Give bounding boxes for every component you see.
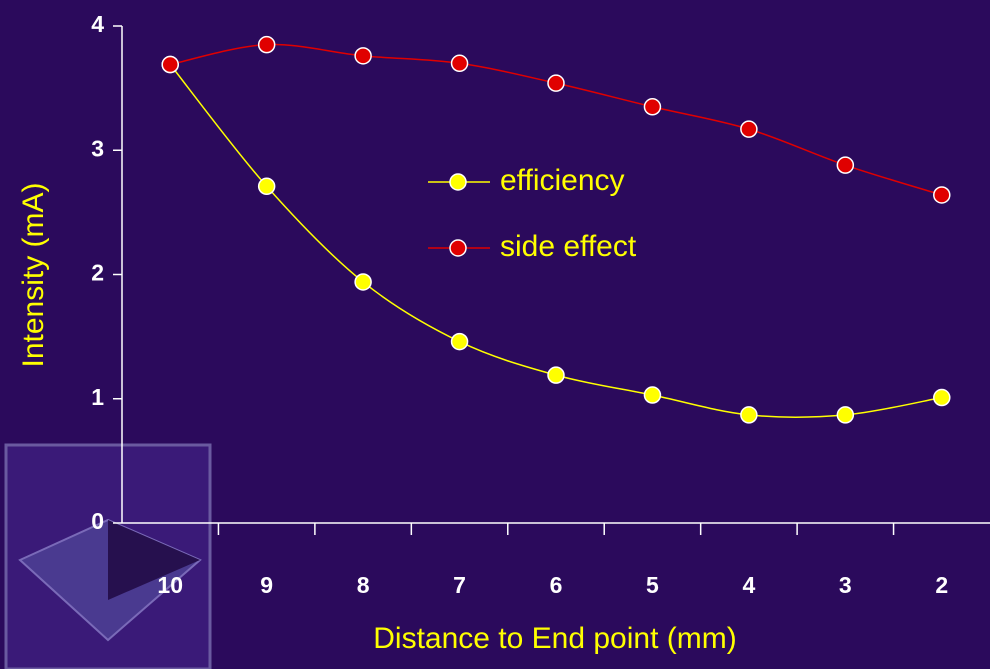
legend-label: side effect xyxy=(500,230,637,263)
x-tick-label: 2 xyxy=(935,572,948,598)
x-axis-label: Distance to End point (mm) xyxy=(373,622,736,655)
legend-marker xyxy=(449,239,467,257)
x-tick-label: 10 xyxy=(157,572,183,598)
y-tick-label: 3 xyxy=(91,135,104,161)
y-tick-label: 0 xyxy=(91,508,104,534)
y-tick-label: 2 xyxy=(91,260,104,286)
data-point xyxy=(354,47,372,65)
x-tick-label: 7 xyxy=(453,572,466,598)
data-point xyxy=(354,273,372,291)
series-line xyxy=(169,64,942,418)
data-point xyxy=(450,332,469,351)
data-point xyxy=(740,120,758,138)
data-point xyxy=(643,386,662,404)
x-tick-label: 8 xyxy=(357,572,370,598)
data-point xyxy=(257,35,276,54)
x-tick-label: 3 xyxy=(839,572,852,598)
data-point xyxy=(836,406,855,424)
data-point xyxy=(257,177,276,196)
x-tick-label: 6 xyxy=(550,572,563,598)
data-point xyxy=(933,186,951,204)
data-point xyxy=(643,98,662,116)
logo xyxy=(4,443,212,669)
y-tick-label: 4 xyxy=(91,11,104,37)
x-tick-label: 4 xyxy=(742,572,755,598)
data-point xyxy=(161,55,179,74)
y-tick-label: 1 xyxy=(91,384,104,410)
x-tick-label: 9 xyxy=(260,572,273,598)
data-point xyxy=(450,54,469,73)
data-point xyxy=(933,388,951,407)
x-tick-label: 5 xyxy=(646,572,659,598)
data-point xyxy=(740,406,758,424)
legend-marker xyxy=(449,173,467,191)
legend-label: efficiency xyxy=(500,164,625,197)
y-axis-label: Intensity (mA) xyxy=(17,182,50,367)
data-point xyxy=(547,366,565,384)
data-point xyxy=(836,156,855,174)
data-point xyxy=(547,74,565,92)
